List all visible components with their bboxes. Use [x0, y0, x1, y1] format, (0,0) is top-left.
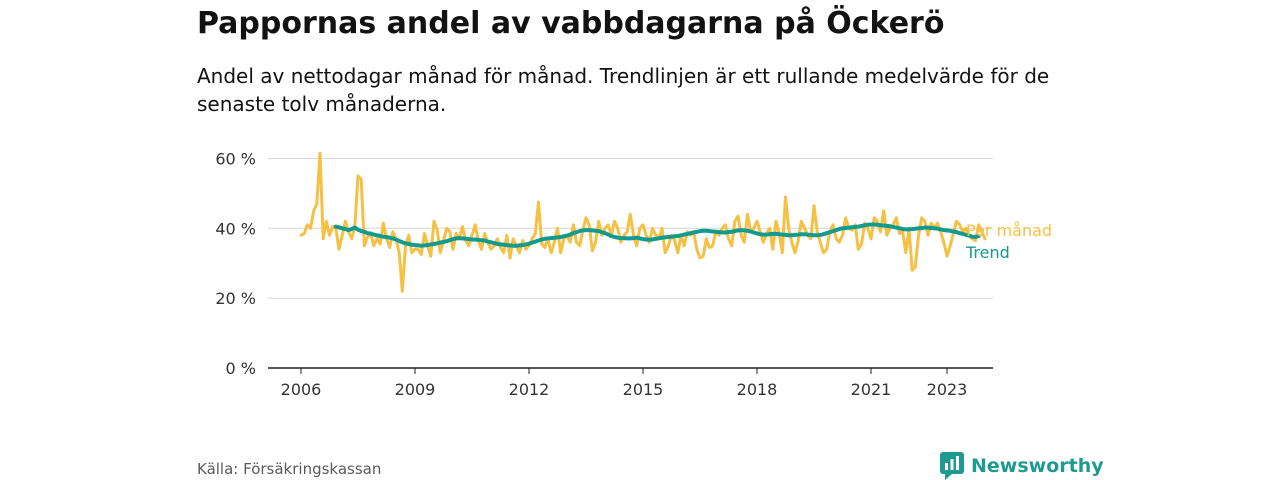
x-axis: 2006 2009 2012 2015 2018 2021 2023: [281, 368, 968, 399]
y-tick-label: 0 %: [226, 359, 256, 378]
x-tick-label: 2009: [395, 380, 436, 399]
chart-subtitle: Andel av nettodagar månad för månad. Tre…: [197, 64, 1050, 116]
y-tick-label: 20 %: [215, 289, 256, 308]
source-note: Källa: Försäkringskassan: [197, 460, 382, 478]
plot-area: [299, 151, 987, 293]
newsworthy-logo-icon: [940, 452, 964, 480]
chart-title: Pappornas andel av vabbdagarna på Öckerö: [197, 6, 945, 41]
x-tick-label: 2023: [927, 380, 968, 399]
x-tick-label: 2012: [509, 380, 550, 399]
series-line-per-manad: [299, 151, 987, 293]
brand-name: Newsworthy: [971, 455, 1104, 477]
grid: [268, 157, 993, 369]
x-tick-label: 2018: [737, 380, 778, 399]
series-labels: Per månad Trend: [965, 221, 1052, 262]
x-tick-label: 2015: [623, 380, 664, 399]
series-line-trend: [333, 222, 981, 248]
series-label-per-manad: Per månad: [966, 221, 1052, 240]
x-tick-label: 2006: [281, 380, 322, 399]
series-label-trend: Trend: [965, 243, 1010, 262]
y-axis: 0 % 20 % 40 % 60 %: [215, 149, 256, 378]
y-tick-label: 40 %: [215, 219, 256, 238]
brand[interactable]: Newsworthy: [940, 452, 1104, 480]
x-tick-label: 2021: [851, 380, 892, 399]
y-tick-label: 60 %: [215, 149, 256, 168]
